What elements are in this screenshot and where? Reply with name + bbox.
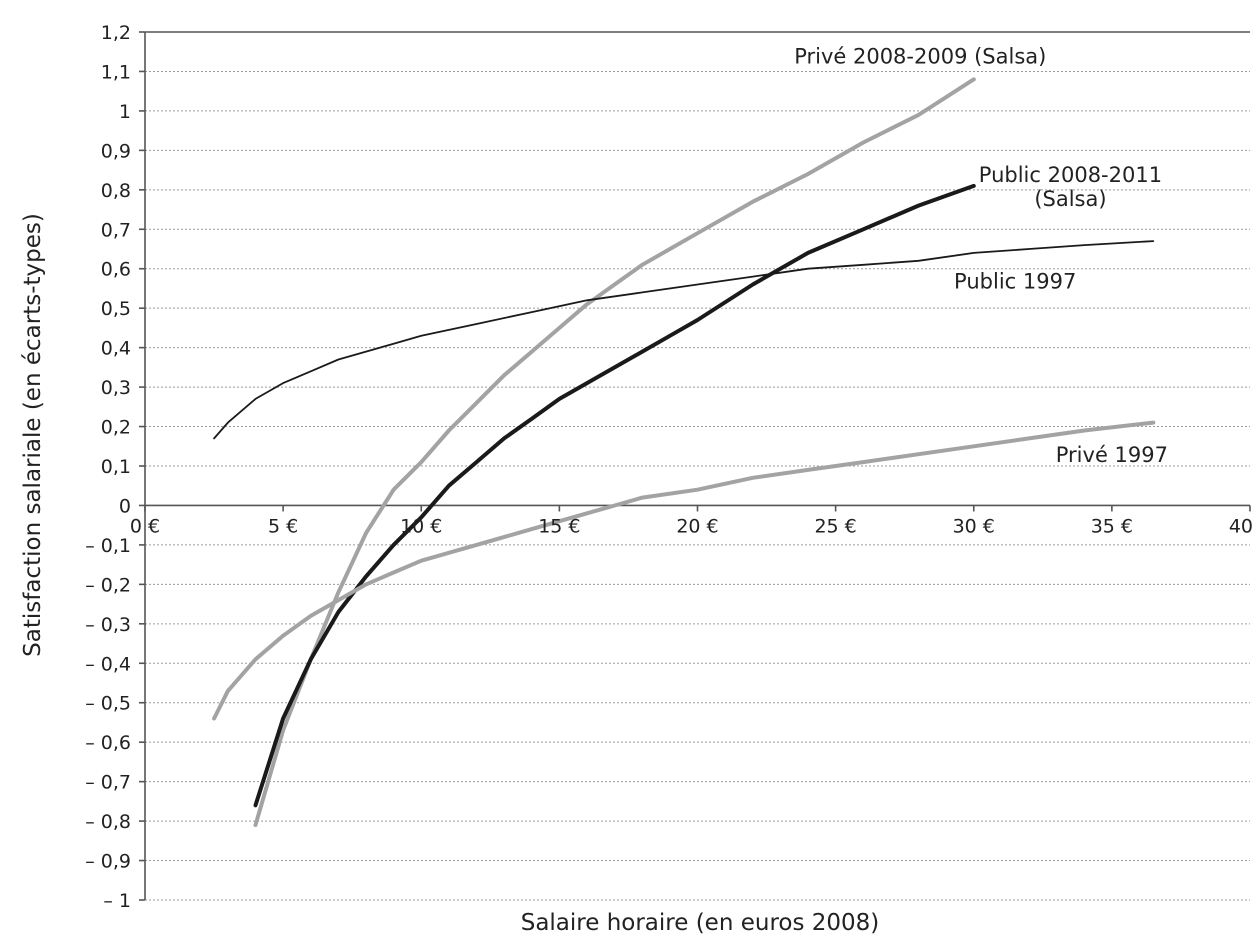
y-tick-label: 0,8 — [101, 180, 131, 202]
y-axis-title: Satisfaction salariale (en écarts-types) — [20, 213, 46, 657]
x-tick-label: 35 € — [1091, 515, 1133, 537]
x-tick-label: 25 € — [814, 515, 856, 537]
y-tick-label: 0,3 — [101, 377, 131, 399]
x-tick-label: 10 € — [400, 515, 442, 537]
y-tick-label: 0,1 — [101, 456, 131, 478]
y-tick-label: – 0,7 — [85, 772, 131, 794]
series-lines — [212, 77, 1156, 827]
tick-labels: 1,2 1,1 1 0,9 0,8 0,7 0,6 0,5 0,4 0,3 0,2 0,1 0 – 0,1… — [85, 22, 1252, 912]
gridlines — [145, 31, 1250, 901]
y-tick-label: 0,9 — [101, 140, 131, 162]
x-tick-label: 5 € — [268, 515, 298, 537]
x-axis-title: Salaire horaire (en euros 2008) — [521, 910, 880, 936]
x-tick-label: 40 € — [1229, 515, 1252, 537]
y-tick-label: 0,6 — [101, 259, 131, 281]
series-line-3 — [213, 240, 1155, 440]
series-line-1 — [253, 77, 976, 827]
y-tick-label: – 0,5 — [85, 693, 131, 715]
y-tick-label: 1,2 — [101, 22, 131, 44]
y-tick-label: – 0,2 — [85, 574, 131, 596]
x-tick-label: 30 € — [953, 515, 995, 537]
series-label-2: Public 2008-2011 — [979, 163, 1162, 187]
y-tick-label: – 0,8 — [85, 811, 131, 833]
series-label-1: Privé 2008-2009 (Salsa) — [794, 45, 1046, 69]
x-tick-label: 15 € — [538, 515, 580, 537]
x-tick-label: 20 € — [676, 515, 718, 537]
y-tick-label: – 0,6 — [85, 732, 131, 754]
x-tick-label: 0 € — [130, 515, 160, 537]
axes — [139, 31, 1251, 901]
series-line-2 — [253, 183, 976, 808]
y-tick-label: 0,4 — [101, 338, 131, 360]
y-tick-label: – 1 — [103, 890, 131, 912]
y-tick-label: 0,2 — [101, 417, 131, 439]
series-line-4 — [212, 420, 1156, 721]
y-tick-label: 0,7 — [101, 219, 131, 241]
y-tick-label: – 0,4 — [85, 653, 131, 675]
series-labels: Privé 2008-2009 (Salsa) Public 2008-2011(… — [794, 45, 1168, 467]
y-tick-label: – 0,9 — [85, 851, 131, 873]
series-label-2: (Salsa) — [1034, 187, 1106, 211]
y-tick-label: – 0,3 — [85, 614, 131, 636]
y-tick-label: 0 — [119, 495, 131, 517]
y-tick-label: 0,5 — [101, 298, 131, 320]
series-label-4: Privé 1997 — [1056, 443, 1168, 467]
y-tick-label: – 0,1 — [85, 535, 131, 557]
y-tick-label: 1 — [119, 101, 131, 123]
y-tick-label: 1,1 — [101, 61, 131, 83]
series-label-3: Public 1997 — [954, 269, 1076, 293]
